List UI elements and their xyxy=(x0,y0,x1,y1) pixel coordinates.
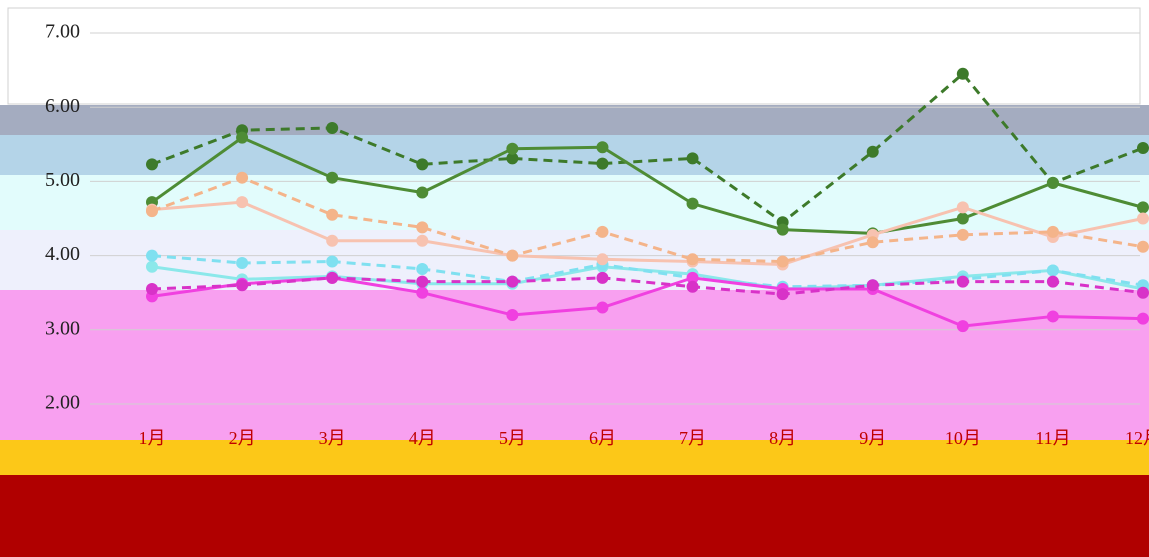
point xyxy=(1046,176,1059,189)
point xyxy=(326,234,339,247)
point xyxy=(416,221,429,234)
point xyxy=(506,275,519,288)
point xyxy=(236,279,249,292)
x-tick-label: 2月 xyxy=(229,428,256,448)
point xyxy=(1137,312,1149,325)
point xyxy=(416,186,429,199)
point xyxy=(956,228,969,241)
band xyxy=(0,135,1149,175)
series-line xyxy=(151,276,1144,296)
point xyxy=(236,196,249,209)
x-tick-label: 9月 xyxy=(859,428,886,448)
x-tick-label: 1月 xyxy=(139,428,166,448)
plot-border xyxy=(7,7,1141,105)
point xyxy=(416,286,429,299)
point xyxy=(146,249,158,262)
band xyxy=(0,290,1149,440)
point xyxy=(596,225,609,238)
point xyxy=(506,308,519,321)
point xyxy=(416,158,429,171)
x-tick-label: 6月 xyxy=(589,428,616,448)
y-tick-label: 4.00 xyxy=(45,243,80,265)
y-tick-label: 2.00 xyxy=(45,392,80,414)
point xyxy=(866,145,879,158)
x-tick-label: 4月 xyxy=(409,428,436,448)
point xyxy=(956,67,969,80)
point xyxy=(596,253,609,266)
series-line xyxy=(151,71,1144,225)
point xyxy=(1046,310,1059,323)
point xyxy=(146,282,158,295)
y-tick-label: 3.00 xyxy=(45,317,80,339)
point xyxy=(596,141,609,154)
point xyxy=(326,121,339,134)
point xyxy=(506,249,519,262)
point xyxy=(686,253,699,266)
point xyxy=(146,205,158,218)
point xyxy=(596,271,609,284)
band xyxy=(0,475,1149,557)
y-tick-label: 6.00 xyxy=(45,95,80,117)
series-line xyxy=(151,200,1144,267)
point xyxy=(1046,264,1059,277)
point xyxy=(146,260,158,273)
y-tick-label: 5.00 xyxy=(45,169,80,191)
x-tick-label: 7月 xyxy=(679,428,706,448)
point xyxy=(686,152,699,165)
point xyxy=(956,201,969,214)
point xyxy=(1046,225,1059,238)
point xyxy=(776,255,789,268)
x-tick-label: 3月 xyxy=(319,428,346,448)
x-tick-label: 10月 xyxy=(945,428,981,448)
point xyxy=(416,262,429,275)
point xyxy=(326,208,339,221)
point xyxy=(236,171,249,184)
point xyxy=(1137,240,1149,253)
x-tick-label: 5月 xyxy=(499,428,526,448)
point xyxy=(956,212,969,225)
point xyxy=(596,301,609,314)
point xyxy=(416,234,429,247)
band xyxy=(0,105,1149,135)
point xyxy=(416,275,429,288)
point xyxy=(1137,212,1149,225)
point xyxy=(596,157,609,170)
point xyxy=(776,288,789,301)
point xyxy=(776,223,789,236)
series-line xyxy=(151,254,1144,289)
x-tick-label: 12月 xyxy=(1125,428,1149,448)
point xyxy=(866,236,879,249)
point xyxy=(1137,286,1149,299)
point xyxy=(956,320,969,333)
point xyxy=(506,152,519,165)
point xyxy=(146,158,158,171)
point xyxy=(1137,201,1149,214)
point xyxy=(506,142,519,155)
point xyxy=(1137,142,1149,155)
point xyxy=(956,275,969,288)
band xyxy=(0,440,1149,475)
x-tick-label: 11月 xyxy=(1035,428,1070,448)
point xyxy=(686,271,699,284)
point xyxy=(1046,275,1059,288)
point xyxy=(686,280,699,293)
point xyxy=(236,257,249,270)
point xyxy=(326,271,339,284)
point xyxy=(686,197,699,210)
x-tick-label: 8月 xyxy=(769,428,796,448)
y-tick-label: 7.00 xyxy=(45,21,80,43)
point xyxy=(326,171,339,184)
point xyxy=(326,255,339,268)
point xyxy=(866,279,879,292)
point xyxy=(236,131,249,144)
